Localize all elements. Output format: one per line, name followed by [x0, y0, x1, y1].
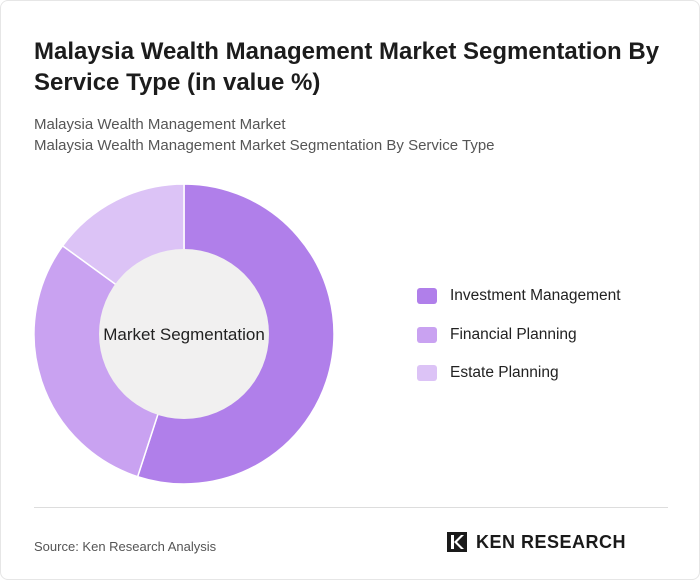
legend-item-investment-management[interactable]: Investment Management	[417, 286, 621, 306]
chart-subtitle-market: Malaysia Wealth Management Market	[34, 116, 286, 133]
legend-label: Estate Planning	[450, 364, 559, 381]
ken-research-logo: KEN RESEARCH	[446, 531, 626, 553]
donut-center-label: Market Segmentation	[103, 325, 265, 344]
footer-divider	[34, 507, 668, 508]
legend-swatch	[417, 365, 437, 381]
chart-legend: Investment Management Financial Planning…	[417, 286, 621, 402]
source-note: Source: Ken Research Analysis	[34, 539, 217, 554]
legend-item-estate-planning[interactable]: Estate Planning	[417, 363, 621, 383]
chart-subtitle-segmentation: Malaysia Wealth Management Market Segmen…	[34, 137, 495, 154]
ken-research-logo-text: KEN RESEARCH	[476, 531, 627, 552]
legend-swatch	[417, 288, 437, 304]
legend-swatch	[417, 326, 437, 343]
donut-hole	[99, 249, 269, 419]
ken-research-logo-icon	[447, 532, 467, 552]
legend-label: Investment Management	[450, 287, 621, 304]
chart-title: Malaysia Wealth Management Market Segmen…	[34, 38, 660, 96]
donut-chart: Market Segmentation	[33, 183, 335, 485]
legend-label: Financial Planning	[450, 325, 577, 343]
legend-item-financial-planning[interactable]: Financial Planning	[417, 325, 621, 345]
